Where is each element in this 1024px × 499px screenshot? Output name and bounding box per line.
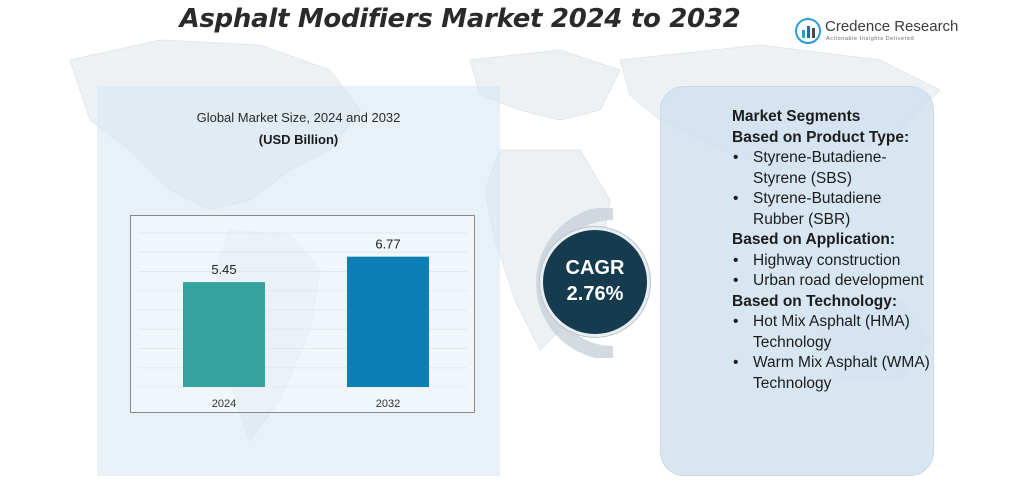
chart-unit: (USD Billion) <box>258 132 339 147</box>
chart-title: Global Market Size, 2024 and 2032 <box>196 110 401 125</box>
segment-item: Highway construction <box>732 251 932 272</box>
page-title: Asphalt Modifiers Market 2024 to 2032 <box>179 4 741 34</box>
bar-value-label: 5.45 <box>211 262 236 277</box>
cagr-value: 2.76% <box>566 283 624 305</box>
bars: 5.45 2024 6.77 2032 <box>183 237 429 410</box>
bar-2024 <box>183 282 265 387</box>
segment-item: Urban road development <box>732 271 932 292</box>
bar-2032 <box>347 256 429 387</box>
segment-heading-product-type: Based on Product Type: <box>732 128 910 146</box>
segment-item: Styrene-Butadiene Rubber (SBR) <box>732 189 932 230</box>
cagr-badge <box>540 227 650 337</box>
x-tick-label: 2024 <box>212 398 236 410</box>
chart-panel <box>97 86 500 476</box>
segment-item: Warm Mix Asphalt (WMA) Technology <box>732 353 932 394</box>
logo-name: Credence Research <box>825 18 959 35</box>
segment-item: Hot Mix Asphalt (HMA) Technology <box>732 312 932 353</box>
segment-list-product-type: Styrene-Butadiene-Styrene (SBS) Styrene-… <box>732 148 932 230</box>
segment-item: Styrene-Butadiene-Styrene (SBS) <box>732 148 932 189</box>
bar-chart: 5.45 2024 6.77 2032 <box>130 215 475 413</box>
segments-title: Market Segments <box>732 108 861 125</box>
segments-content: Market Segments Based on Product Type: S… <box>732 107 932 394</box>
cagr-label: CAGR <box>565 257 625 279</box>
segment-list-technology: Hot Mix Asphalt (HMA) Technology Warm Mi… <box>732 312 932 394</box>
bar-value-label: 6.77 <box>375 237 400 252</box>
segment-list-application: Highway construction Urban road developm… <box>732 251 932 292</box>
segment-heading-technology: Based on Technology: <box>732 292 898 310</box>
segment-heading-application: Based on Application: <box>732 231 896 248</box>
logo-tagline: Actionable Insights Delivered <box>826 36 915 42</box>
logo-icon <box>795 18 821 44</box>
logo: Credence Research Actionable Insights De… <box>795 14 959 46</box>
x-tick-label: 2032 <box>376 398 400 410</box>
